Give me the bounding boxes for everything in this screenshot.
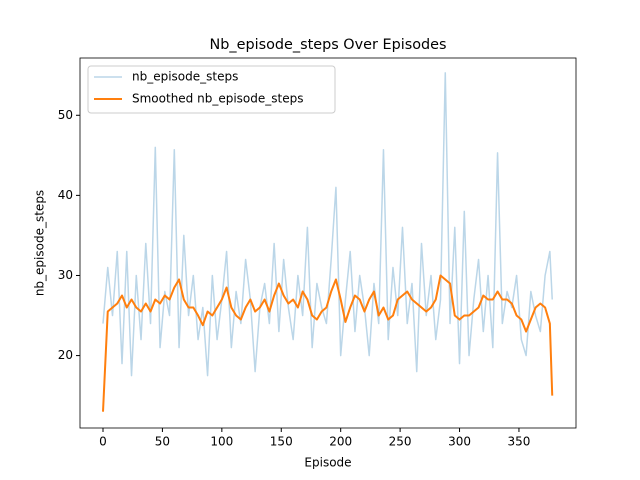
legend-label: Smoothed nb_episode_steps <box>132 92 303 106</box>
legend-box <box>87 65 336 114</box>
data-line <box>101 274 554 412</box>
x-tick-label: 300 <box>448 435 471 449</box>
x-tick-label: 350 <box>508 435 531 449</box>
x-tick-label: 250 <box>389 435 412 449</box>
y-tick-label: 20 <box>58 348 73 362</box>
y-tick-label: 50 <box>58 108 73 122</box>
x-tick-label: 100 <box>210 435 233 449</box>
y-tick-label: 40 <box>58 188 73 202</box>
x-tick-label: 0 <box>99 435 107 449</box>
legend-label: nb_episode_steps <box>132 70 238 84</box>
x-axis-label: Episode <box>304 456 351 470</box>
data-line <box>102 72 553 377</box>
y-tick-label: 30 <box>58 268 73 282</box>
plot-frame <box>79 57 577 429</box>
chart-title: Nb_episode_steps Over Episodes <box>210 37 447 53</box>
x-tick-label: 50 <box>155 435 170 449</box>
x-tick-label: 150 <box>270 435 293 449</box>
x-tick-label: 200 <box>329 435 352 449</box>
y-axis-label: nb_episode_steps <box>33 190 47 296</box>
